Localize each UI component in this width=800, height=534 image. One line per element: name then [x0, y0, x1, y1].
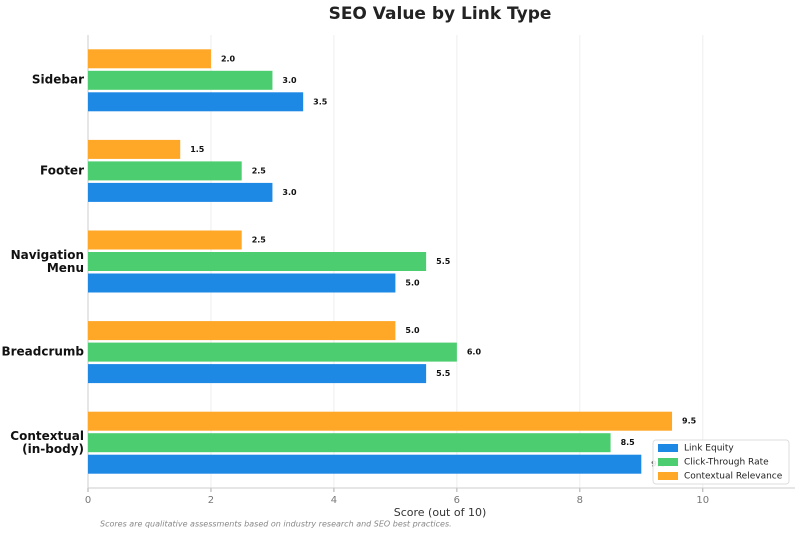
bar — [88, 411, 673, 431]
bar — [88, 139, 181, 159]
value-label: 9.5 — [682, 417, 697, 426]
bar — [88, 49, 211, 69]
value-label: 3.0 — [282, 188, 297, 197]
value-label: 5.5 — [436, 369, 451, 378]
y-tick-label: Contextual (in-body) — [10, 428, 84, 456]
y-tick-label: Navigation Menu — [10, 247, 84, 275]
value-label: 5.5 — [436, 257, 451, 266]
y-tick-label: Sidebar — [31, 72, 84, 87]
bar — [88, 273, 396, 293]
chart-title: SEO Value by Link Type — [329, 4, 552, 24]
bar — [88, 70, 273, 90]
legend-swatch — [658, 458, 678, 466]
value-label: 5.0 — [405, 326, 420, 335]
x-tick-label: 0 — [85, 495, 91, 506]
bar — [88, 433, 611, 453]
bar — [88, 252, 427, 271]
legend-swatch — [658, 444, 678, 452]
legend-label: Contextual Relevance — [684, 472, 783, 482]
x-tick-label: 6 — [454, 495, 460, 506]
bar — [88, 454, 642, 474]
value-label: 2.0 — [221, 54, 236, 63]
value-label: 5.0 — [405, 279, 420, 288]
bar — [88, 92, 304, 112]
legend-swatch — [658, 472, 678, 480]
value-label: 8.5 — [621, 438, 636, 447]
legend-box — [652, 439, 790, 485]
y-tick-label: Footer — [40, 163, 84, 178]
value-label: 1.5 — [190, 145, 205, 154]
legend-label: Click-Through Rate — [684, 458, 769, 468]
x-tick-label: 2 — [208, 495, 214, 506]
bar — [88, 321, 396, 341]
bar — [88, 182, 273, 202]
value-label: 3.0 — [282, 76, 297, 85]
footnote: Scores are qualitative assessments based… — [100, 520, 452, 529]
y-tick-label: Breadcrumb — [1, 344, 84, 359]
x-tick-label: 10 — [696, 495, 709, 506]
value-label: 2.5 — [252, 166, 267, 175]
value-label: 6.0 — [467, 348, 482, 357]
legend-label: Link Equity — [684, 444, 734, 454]
bar — [88, 230, 242, 250]
x-axis-label: Score (out of 10) — [394, 506, 487, 519]
value-label: 2.5 — [252, 236, 267, 245]
x-tick-label: 8 — [577, 495, 583, 506]
bar — [88, 342, 457, 362]
x-tick-label: 4 — [331, 495, 337, 506]
bar — [88, 364, 427, 384]
bar — [88, 161, 242, 181]
value-label: 3.5 — [313, 97, 328, 106]
